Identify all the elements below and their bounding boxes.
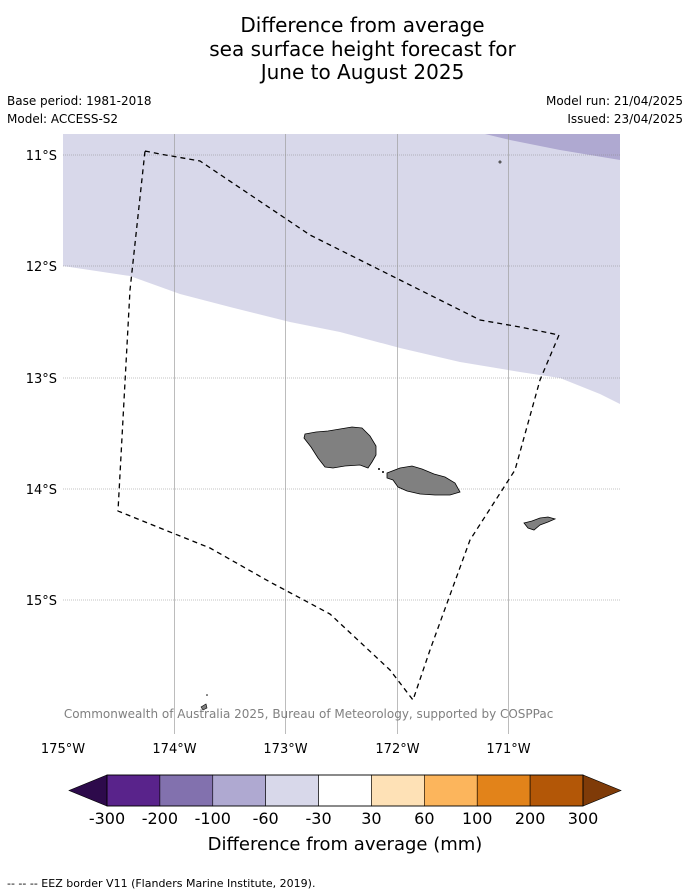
colorbar-tick-label: -200 — [142, 809, 178, 828]
colorbar-frame — [106, 774, 584, 807]
colorbar-tick-label: -300 — [89, 809, 125, 828]
swains-island — [498, 160, 502, 164]
colorbar-title: Difference from average (mm) — [208, 834, 483, 855]
colorbar-tick-label: -100 — [195, 809, 231, 828]
longitude-gridlines — [174, 134, 509, 734]
lat-label-15s: 15°S — [26, 594, 57, 609]
colorbar-tick-label: 60 — [414, 809, 434, 828]
lat-label-11s: 11°S — [26, 149, 57, 164]
lat-label-14s: 14°S — [26, 483, 57, 498]
colorbar-tick-labels: -300 -200 -100 -60 -30 30 60 100 200 300 — [89, 809, 598, 828]
title-line-1: Difference from average — [240, 13, 485, 37]
colorbar-bin — [318, 774, 372, 807]
lat-label-12s: 12°S — [26, 260, 57, 275]
apolima-islet — [378, 468, 380, 470]
manono-islet — [382, 471, 384, 473]
issued-date: Issued: 23/04/2025 — [567, 112, 683, 126]
lon-label-173w: 173°W — [263, 742, 307, 757]
eez-legend-footer: -- -- -- EEZ border V11 (Flanders Marine… — [7, 877, 316, 890]
model-name: Model: ACCESS-S2 — [7, 112, 119, 126]
small-islet — [206, 694, 208, 696]
upolu-island — [386, 465, 461, 496]
colorbar-bin — [476, 774, 531, 807]
colorbar-bin — [424, 774, 478, 807]
longitude-labels: 175°W 174°W 173°W 172°W 171°W — [41, 742, 531, 757]
model-run: Model run: 21/04/2025 — [545, 94, 683, 108]
lon-label-174w: 174°W — [152, 742, 196, 757]
tutuila-island — [523, 516, 557, 531]
colorbar-extend-low — [68, 774, 108, 807]
base-period: Base period: 1981-2018 — [7, 94, 152, 108]
colorbar-bins — [106, 774, 584, 807]
lon-label-175w: 175°W — [41, 742, 85, 757]
meta-left: Base period: 1981-2018 Model: ACCESS-S2 — [7, 94, 152, 130]
wallis-islet — [200, 703, 208, 711]
colorbar-bin — [159, 774, 214, 807]
title-line-3: June to August 2025 — [260, 60, 465, 84]
colorbar-tick-label: 100 — [462, 809, 493, 828]
colorbar-extend-high — [582, 774, 622, 807]
meta-right: Model run: 21/04/2025 Issued: 23/04/2025 — [546, 94, 683, 130]
colorbar-bin — [106, 774, 161, 807]
lat-label-13s: 13°S — [26, 372, 57, 387]
map-area: © Commonwealth of Australia 2025, Bureau… — [48, 134, 620, 734]
latitude-gridlines — [63, 154, 620, 601]
lon-label-172w: 172°W — [375, 742, 419, 757]
colorbar-bin — [371, 774, 425, 807]
copyright-text: © Commonwealth of Australia 2025, Bureau… — [48, 707, 553, 721]
colorbar-tick-label: 200 — [515, 809, 546, 828]
colorbar: -300 -200 -100 -60 -30 30 60 100 200 300 Differen… — [68, 774, 622, 855]
colorbar-tick-label: -30 — [305, 809, 331, 828]
chart-title: Difference from average sea surface heig… — [0, 13, 690, 85]
colorbar-bin — [212, 774, 266, 807]
eez-border — [117, 150, 560, 702]
colorbar-bin — [265, 774, 319, 807]
latitude-labels: 11°S 12°S 13°S 14°S 15°S — [26, 149, 57, 609]
colorbar-tick-label: 300 — [568, 809, 599, 828]
colorbar-tick-label: 30 — [361, 809, 381, 828]
colorbar-tick-label: -60 — [253, 809, 279, 828]
lon-label-171w: 171°W — [486, 742, 530, 757]
savaii-island — [303, 426, 377, 469]
colorbar-bin — [529, 774, 584, 807]
anomaly-region-mid-purple — [485, 134, 620, 160]
anomaly-region-light-purple — [63, 134, 620, 404]
title-line-2: sea surface height forecast for — [209, 36, 516, 61]
